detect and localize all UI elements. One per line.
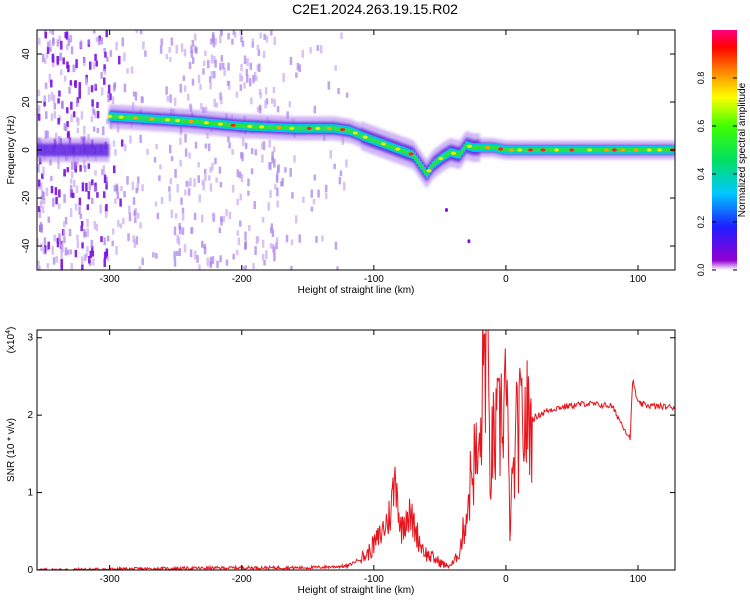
- x-tick-label: -300: [100, 274, 120, 285]
- snr-y-axis-label: SNR (10 * v/v): [6, 418, 17, 482]
- colorbar-tick-label: 0.8: [696, 72, 706, 85]
- colorbar-gradient: [712, 30, 737, 270]
- spectrogram-y-axis-label: Frequency (Hz): [6, 116, 17, 185]
- y-tick-label: 20: [21, 96, 32, 108]
- colorbar-ticks: 0.0 0.2 0.4 0.6 0.8: [696, 72, 737, 277]
- snr-frame: [36, 329, 676, 571]
- spectrogram-y-ticks: -40 -20 0 20 40: [21, 48, 675, 253]
- snr-scale-note: (x104): [5, 327, 17, 354]
- colorbar: 0.0 0.2 0.4 0.6 0.8 Normalized spectral ampl…: [696, 30, 748, 276]
- y-tick-label: -20: [21, 190, 32, 205]
- x-tick-label: 100: [630, 574, 647, 585]
- snr-plot-area: [37, 330, 675, 570]
- y-tick-label: 0: [21, 147, 32, 153]
- y-tick-label: 1: [27, 488, 33, 499]
- y-tick-label: -40: [21, 238, 32, 253]
- x-tick-label: -100: [364, 274, 384, 285]
- x-tick-label: -200: [232, 574, 252, 585]
- y-tick-label: 0: [27, 565, 33, 576]
- spectrogram-x-ticks: -300 -200 -100 0 100: [100, 30, 647, 285]
- x-tick-label: -200: [232, 274, 252, 285]
- colorbar-tick-label: 0.2: [696, 216, 706, 229]
- x-tick-label: 100: [630, 274, 647, 285]
- y-tick-label: 3: [27, 333, 33, 344]
- colorbar-tick-label: 0.4: [696, 168, 706, 181]
- x-tick-label: 0: [503, 574, 509, 585]
- x-tick-label: 0: [503, 274, 509, 285]
- snr-panel: -300 -200 -100 0 100 0 1 2 3 Height of straight…: [5, 327, 676, 596]
- y-tick-label: 2: [27, 410, 33, 421]
- colorbar-tick-label: 0.6: [696, 120, 706, 133]
- figure-title: C2E1.2024.263.19.15.R02: [292, 1, 458, 17]
- snr-x-axis-label: Height of straight line (km): [298, 585, 415, 596]
- colorbar-tick-label: 0.0: [696, 264, 706, 277]
- spectrogram-image: [37, 30, 675, 270]
- spectrogram-x-axis-label: Height of straight line (km): [298, 285, 415, 296]
- snr-y-ticks: 0 1 2 3: [27, 333, 675, 576]
- y-tick-label: 40: [21, 48, 32, 60]
- x-tick-label: -100: [364, 574, 384, 585]
- x-tick-label: -300: [100, 574, 120, 585]
- colorbar-label: Normalized spectral amplitude: [737, 82, 748, 217]
- snr-x-ticks: -300 -200 -100 0 100: [100, 330, 647, 585]
